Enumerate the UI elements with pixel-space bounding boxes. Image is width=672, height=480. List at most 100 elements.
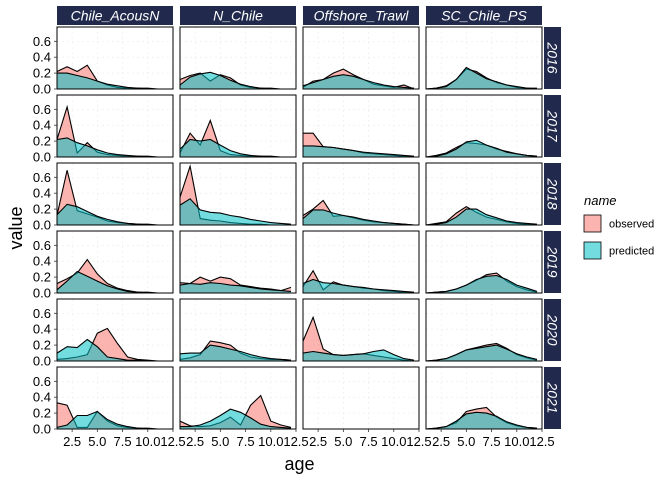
x-tick-label: 7.5 (114, 434, 132, 449)
line-predicted (302, 74, 415, 89)
area-predicted (426, 412, 537, 429)
panel-Offshore_Trawl-2019 (302, 230, 420, 294)
y-tick-label: 0.6 (33, 306, 51, 321)
facet-strip-2018 (544, 163, 561, 225)
facet-strip-label: Chile_AcousN (71, 8, 161, 24)
x-axis-title: age (284, 454, 314, 474)
line-predicted (56, 410, 168, 430)
facet-strip-label: 2016 (545, 41, 561, 73)
line-predicted (56, 203, 168, 226)
area-predicted (180, 282, 291, 293)
panel-border (302, 366, 420, 430)
y-tick-label: 0.4 (33, 186, 51, 201)
line-predicted (302, 278, 415, 293)
y-tick-label: 0.4 (33, 118, 51, 133)
panel-border (179, 366, 297, 430)
line-predicted (180, 408, 292, 429)
panel-Chile_AcousN-2018 (56, 162, 174, 226)
line-predicted (179, 138, 291, 158)
line-predicted (179, 71, 291, 90)
y-tick-label: 0.0 (33, 286, 51, 301)
y-axis-title: value (6, 206, 26, 249)
line-predicted (56, 270, 168, 294)
line-predicted (302, 209, 415, 226)
area-predicted (180, 139, 291, 157)
area-predicted (303, 279, 414, 293)
area-predicted (57, 339, 168, 361)
line-predicted (425, 208, 538, 226)
area-predicted (180, 409, 291, 429)
panel-border (56, 366, 174, 430)
y-tick-label: 0.4 (33, 390, 51, 405)
x-tick-label: 5.0 (457, 434, 475, 449)
facet-strip-2021 (544, 367, 561, 429)
y-tick-label: 0.2 (33, 202, 51, 217)
x-tick-label: 2.5 (63, 434, 81, 449)
facet-strip-label: 2020 (545, 313, 561, 345)
y-tick-label: 0.4 (33, 254, 51, 269)
panel-border (56, 94, 174, 158)
legend-key-observed (583, 214, 602, 233)
y-tick-label: 0.2 (33, 406, 51, 421)
panel-border (425, 162, 543, 226)
panel-border (302, 298, 420, 362)
y-tick-label: 0.0 (33, 82, 51, 97)
area-predicted (303, 349, 414, 361)
x-tick-label: 5.0 (334, 434, 352, 449)
line-predicted (425, 274, 538, 294)
panel-N_Chile-2016 (179, 26, 297, 90)
y-tick-label: 0.2 (33, 134, 51, 149)
line-predicted (425, 66, 537, 90)
y-tick-label: 0.4 (33, 322, 51, 337)
panel-border (425, 94, 543, 158)
facet-strip-2019 (544, 231, 561, 293)
x-tick-label: 10.0 (135, 434, 160, 449)
x-tick-label: 5.0 (88, 434, 106, 449)
facet-strip-label: N_Chile (213, 8, 263, 24)
panel-SC_Chile_PS-2019 (425, 230, 543, 294)
line-predicted (303, 145, 415, 157)
line-predicted (425, 139, 538, 158)
line-predicted (425, 411, 538, 430)
panel-N_Chile-2020 (179, 298, 297, 362)
y-tick-label: 0.6 (33, 34, 51, 49)
x-tick-label: 12.5 (529, 434, 554, 449)
panel-SC_Chile_PS-2016 (425, 26, 543, 90)
panel-border (425, 366, 543, 430)
facet-strip-label: Offshore_Trawl (314, 8, 410, 24)
panel-N_Chile-2019 (179, 230, 297, 294)
x-tick-label: 10.0 (381, 434, 406, 449)
panel-Offshore_Trawl-2020 (302, 298, 420, 362)
panel-SC_Chile_PS-2018 (425, 162, 543, 226)
y-tick-label: 0.2 (33, 66, 51, 81)
x-tick-label: 10.0 (258, 434, 283, 449)
facet-strip-Chile_AcousN (57, 6, 173, 25)
y-tick-label: 0.2 (33, 270, 51, 285)
panel-border (56, 230, 174, 294)
panel-Chile_AcousN-2019 (56, 230, 174, 294)
panel-border (179, 162, 297, 226)
y-tick-label: 0.6 (33, 102, 51, 117)
y-tick-label: 0.0 (33, 218, 51, 233)
panel-border (56, 298, 174, 362)
x-tick-label: 7.5 (360, 434, 378, 449)
x-tick-label: 2.5 (432, 434, 450, 449)
area-observed (180, 395, 291, 429)
area-predicted (57, 411, 168, 429)
panel-border (302, 94, 420, 158)
facet-strip-2017 (544, 95, 561, 157)
area-predicted (426, 345, 537, 361)
x-tick-label: 2.5 (309, 434, 327, 449)
panel-Offshore_Trawl-2018 (302, 162, 420, 226)
area-predicted (180, 72, 291, 89)
line-predicted (425, 344, 538, 362)
y-tick-label: 0.6 (33, 170, 51, 185)
y-tick-label: 0.0 (33, 422, 51, 437)
area-predicted (303, 209, 414, 225)
area-predicted (57, 204, 168, 225)
area-predicted (426, 67, 537, 89)
facet-strip-Offshore_Trawl (303, 6, 419, 25)
x-tick-label: 10.0 (504, 434, 529, 449)
legend-label-observed: observed (609, 219, 654, 231)
